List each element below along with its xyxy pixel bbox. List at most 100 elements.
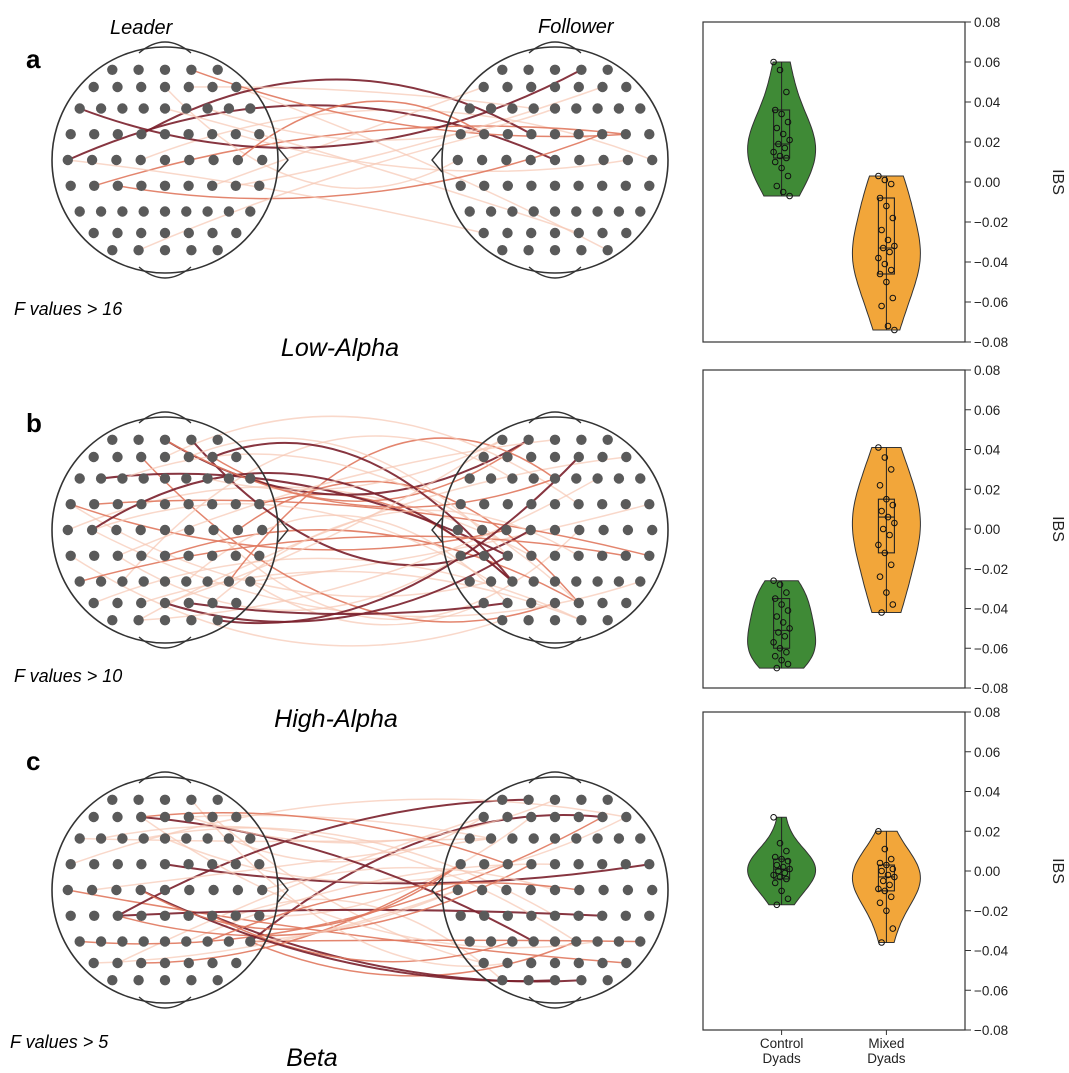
electrode-a-follower	[507, 206, 518, 217]
electrode-a-follower	[523, 64, 534, 76]
connection-line-c	[141, 812, 509, 865]
electrode-c-follower	[549, 910, 561, 921]
data-point	[891, 873, 898, 881]
data-point	[775, 629, 782, 636]
electrode-c-follower	[528, 833, 539, 844]
connection-line-c	[70, 798, 627, 865]
electrode-c-follower	[635, 936, 646, 947]
connection-line-b	[188, 602, 508, 616]
electrode-b-leader	[186, 615, 197, 626]
data-point	[876, 482, 884, 489]
data-point	[889, 294, 897, 302]
connection-line-a	[211, 86, 484, 187]
data-point	[773, 901, 781, 909]
electrode-a-leader	[183, 81, 194, 93]
electrode-b-follower	[573, 451, 584, 463]
data-point	[889, 925, 897, 932]
electrode-b-follower	[497, 434, 508, 445]
electrode-c-leader	[202, 936, 213, 947]
connection-line-a	[164, 107, 580, 234]
connection-line-c	[259, 816, 532, 917]
data-point	[784, 118, 792, 126]
electrode-c-follower	[620, 910, 631, 921]
electrode-b-follower	[613, 473, 625, 484]
data-point	[771, 853, 779, 861]
electrode-a-follower	[526, 81, 537, 93]
electrode-c-leader	[107, 794, 118, 805]
electrode-b-leader	[207, 451, 218, 463]
electrode-c-follower	[523, 794, 534, 805]
electrode-c-leader	[111, 884, 122, 896]
data-point	[784, 857, 792, 865]
violin-plot-b: 0.08 0.06 0.04 0.02 0.00 −0.02 −0.04 −0.06 −0.08…	[702, 363, 1066, 696]
electrode-c-follower	[613, 833, 625, 844]
electrode-b-leader	[186, 434, 197, 445]
connection-line-a	[235, 133, 629, 173]
electrode-a-leader	[89, 180, 100, 191]
electrode-c-follower	[621, 811, 632, 823]
electrode-a-follower	[622, 154, 634, 166]
electrode-c-follower	[502, 957, 513, 969]
data-point	[784, 607, 792, 614]
electrode-a-follower	[635, 206, 646, 217]
connection-line-a	[207, 107, 556, 141]
electrode-b-leader	[74, 473, 85, 484]
electrode-c-leader	[207, 910, 218, 921]
connection-line-c	[235, 898, 503, 981]
electrode-b-follower	[621, 597, 632, 609]
electrode-c-leader	[74, 936, 85, 947]
connection-line-c	[250, 939, 641, 943]
band-title-b: High-Alpha	[274, 705, 398, 733]
electrode-c-leader	[112, 957, 123, 969]
electrode-c-leader	[212, 794, 223, 805]
data-point	[783, 154, 790, 162]
electrode-a-follower	[549, 154, 561, 166]
connection-line-b	[249, 580, 485, 626]
electrode-a-follower	[621, 227, 632, 239]
nose-a-leader	[277, 147, 289, 173]
electrode-c-leader	[254, 859, 265, 870]
electrode-c-follower	[478, 811, 489, 823]
electrode-a-follower	[571, 206, 582, 217]
threshold-label-b: F values > 10	[14, 666, 122, 686]
electrode-a-follower	[549, 103, 561, 114]
electrode-c-follower	[613, 936, 625, 947]
follower-label: Follower	[538, 16, 615, 38]
data-point	[875, 172, 882, 180]
electrode-b-leader	[133, 434, 144, 445]
connection-line-b	[185, 514, 509, 604]
electrode-c-follower	[622, 884, 634, 896]
electrode-c-leader	[230, 859, 241, 870]
electrode-a-follower	[573, 180, 584, 191]
electrode-a-leader	[107, 64, 118, 76]
electrode-a-follower	[549, 81, 561, 93]
electrode-a-follower	[476, 154, 488, 166]
electrode-a-follower	[620, 129, 631, 140]
data-point	[783, 875, 790, 883]
electrode-b-follower	[502, 451, 513, 463]
plot-frame	[702, 711, 966, 1031]
electrode-b-follower	[598, 524, 609, 536]
electrode-b-leader	[159, 499, 171, 510]
electrode-b-follower	[549, 576, 561, 587]
electrode-a-follower	[549, 206, 561, 217]
electrode-c-leader	[208, 884, 219, 896]
electrode-a-follower	[621, 81, 632, 93]
electrode-a-leader	[207, 180, 218, 191]
electrode-c-leader	[186, 975, 197, 986]
y-tick-label: −0.04	[974, 602, 1009, 617]
data-point	[778, 110, 785, 118]
electrode-c-leader	[136, 859, 147, 870]
electrode-c-leader	[136, 910, 147, 921]
electrode-c-leader	[117, 833, 128, 844]
panel-letter-a: a	[26, 44, 41, 74]
electrode-c-follower	[549, 859, 561, 870]
electrode-a-leader	[159, 154, 171, 166]
data-point	[878, 226, 885, 234]
y-tick-label: −0.04	[974, 944, 1009, 959]
electrode-b-follower	[502, 597, 513, 609]
electrode-b-follower	[549, 615, 561, 626]
electrode-b-follower	[622, 524, 634, 536]
electrode-b-leader	[232, 524, 244, 536]
data-point	[884, 871, 892, 879]
